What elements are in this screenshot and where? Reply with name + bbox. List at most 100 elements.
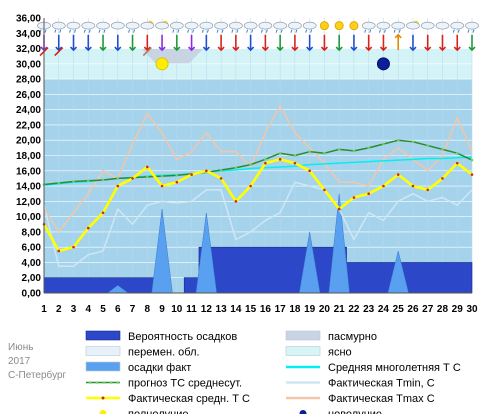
x-tick-label: 10 — [171, 304, 183, 315]
actual-mean-point — [278, 158, 282, 161]
actual-mean-point — [382, 184, 385, 188]
legend-label: Вероятность осадков — [128, 331, 237, 343]
forecast-point — [278, 151, 282, 155]
cloud-icon — [184, 21, 199, 30]
actual-mean-point — [249, 184, 252, 188]
x-tick-label: 2 — [56, 304, 62, 315]
actual-mean-point — [441, 177, 444, 180]
y-tick-label: 10,00 — [16, 212, 41, 223]
x-tick-label: 13 — [216, 304, 228, 315]
forecast-point — [308, 150, 311, 153]
legend-swatch — [285, 346, 321, 356]
temperature-lines — [42, 105, 474, 268]
cloud-icon — [465, 21, 479, 30]
forecast-point — [101, 178, 105, 182]
cloud-icon — [376, 21, 391, 30]
cloud-icon — [302, 21, 317, 30]
cloud-icon — [125, 21, 140, 30]
x-tick-label: 27 — [422, 304, 434, 315]
legend-label: Средняя многолетняя Т С — [328, 362, 461, 374]
wind-arrow-head-icon — [409, 46, 417, 52]
x-tick-label: 9 — [159, 304, 165, 315]
cloud-icon — [140, 21, 155, 30]
wind-arrow-head-icon — [394, 33, 402, 39]
legend-label: пасмурно — [328, 331, 377, 343]
actual-mean-point — [131, 177, 134, 180]
forecast-point — [86, 179, 90, 183]
moon-marker — [376, 57, 390, 71]
rain-drop-icon — [172, 29, 175, 33]
legend-label: Фактическая средн. Т С — [128, 393, 250, 405]
wind-arrow-head-icon — [143, 46, 151, 52]
forecast-point — [249, 163, 252, 166]
y-tick-label: 8,00 — [22, 227, 42, 238]
cloud-icon — [110, 21, 125, 30]
rain-drop-icon — [221, 29, 224, 33]
x-tick-label: 22 — [348, 304, 360, 315]
rain-drop-icon — [369, 29, 372, 33]
x-tick-label: 16 — [260, 304, 272, 315]
rain-drop-icon — [177, 29, 180, 33]
actual-mean-point — [175, 180, 179, 184]
wind-arrow-head-icon — [247, 46, 255, 52]
wind-arrow-head-icon — [261, 46, 269, 52]
wind-arrow-head-icon — [217, 46, 225, 52]
cloud-icon — [258, 21, 273, 30]
precip-probability-area — [43, 246, 473, 294]
sun-icon — [319, 21, 329, 31]
x-tick-label: 7 — [130, 304, 136, 315]
rain-drop-icon — [275, 29, 278, 33]
wind-arrow-head-icon — [365, 46, 373, 52]
rain-drop-icon — [39, 29, 42, 33]
actual-mean-point — [337, 207, 341, 211]
rain-drop-icon — [98, 29, 101, 33]
legend-swatch-point — [88, 381, 92, 384]
rain-drop-icon — [231, 29, 234, 33]
actual-mean-point — [264, 161, 267, 165]
x-tick-label: 12 — [201, 304, 213, 315]
actual-mean-point — [367, 192, 370, 195]
year-label: 2017 — [8, 356, 31, 367]
y-tick-label: 24,00 — [16, 105, 41, 116]
actual-mean-point — [455, 161, 459, 165]
cloud-icon — [391, 21, 406, 30]
rain-drop-icon — [216, 29, 219, 33]
x-tick-label: 4 — [85, 304, 91, 315]
wind-arrow-head-icon — [158, 46, 166, 52]
x-tick-label: 1 — [41, 304, 47, 315]
y-tick-label: 36,00 — [16, 14, 41, 25]
wind-arrow-head-icon — [188, 46, 196, 52]
forecast-point — [219, 168, 223, 172]
legend-label: Фактическая Tmax C — [328, 393, 435, 405]
rain-drop-icon — [251, 29, 254, 33]
x-tick-label: 11 — [186, 304, 197, 315]
wind-arrow-head-icon — [335, 46, 343, 52]
wind-arrow-head-icon — [453, 46, 461, 52]
forecast-point — [411, 140, 415, 144]
forecast-point — [175, 174, 179, 177]
legend-swatch-point — [101, 396, 105, 400]
actual-mean-point — [146, 165, 149, 169]
rain-drop-icon — [103, 29, 106, 33]
forecast-point — [396, 138, 400, 142]
y-tick-label: 6,00 — [22, 243, 42, 254]
series-line — [43, 105, 473, 233]
forecast-point — [455, 151, 459, 155]
legend-label: осадки факт — [128, 362, 191, 374]
precipitation-areas — [43, 193, 473, 294]
moon-marker — [155, 57, 169, 71]
cloud-icon — [288, 21, 302, 30]
wind-arrow-head-icon — [202, 46, 210, 52]
cloud-icon — [243, 21, 258, 30]
cloud-icon — [81, 21, 96, 30]
wind-arrow-head-icon — [291, 46, 299, 52]
wind-arrow-head-icon — [69, 46, 78, 52]
legend-swatch-point — [95, 381, 99, 384]
wind-arrow-head-icon — [438, 46, 447, 52]
legend-label: прогноз ТС среднесут. — [128, 378, 242, 390]
forecast-point — [72, 180, 75, 183]
x-tick-label: 3 — [71, 304, 77, 315]
actual-mean-point — [205, 169, 208, 173]
x-tick-label: 25 — [393, 304, 405, 315]
rain-drop-icon — [187, 29, 190, 33]
